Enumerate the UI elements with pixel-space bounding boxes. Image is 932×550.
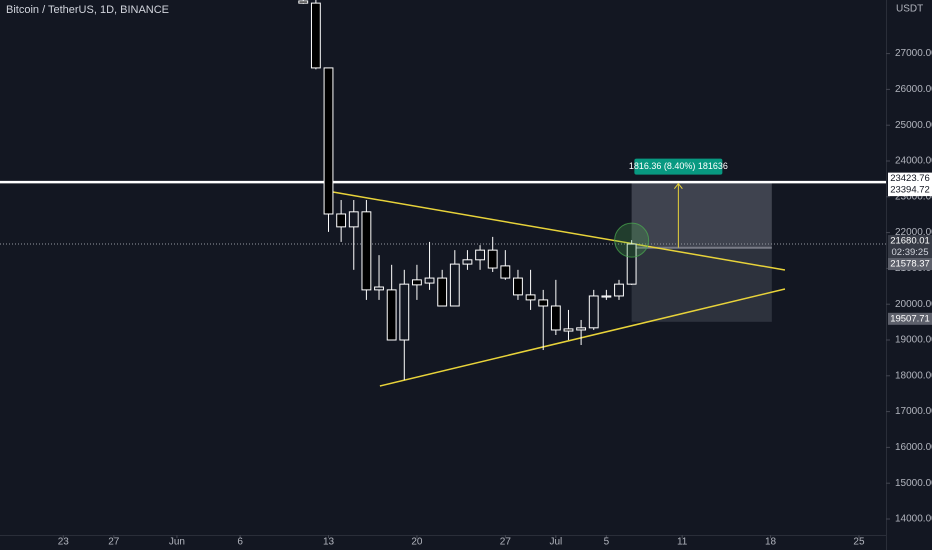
candle-body [399,283,410,341]
candle-body [538,299,549,307]
y-tick-label: 27000.00 [895,48,932,59]
price-label: 02:39:25 [892,247,929,258]
position-arrowhead [673,182,683,189]
position-stop-zone [631,247,772,322]
trendline [379,288,786,387]
y-tick-label: 19000.00 [895,335,932,346]
y-tick-label: 24000.00 [895,156,932,167]
y-tick-label: 15000.00 [895,478,932,489]
candle-body [310,2,321,69]
price-label-box [888,172,932,185]
x-tick-label: Jul [549,537,562,548]
candle-body [588,295,599,329]
candle-body [323,67,334,215]
price-label-box [888,235,932,248]
price-label-box [888,258,932,271]
candle-body [550,305,561,331]
x-tick-label: 11 [677,537,688,548]
x-tick-label: 18 [765,537,777,548]
price-unit: USDT [896,4,923,15]
y-tick-label: 18000.00 [895,370,932,381]
candle-body [348,211,359,228]
candle-body [576,327,587,331]
candle-body [513,277,523,296]
position-label-box [634,158,723,175]
candle-body [336,213,347,228]
y-tick-label: 17000.00 [895,406,932,417]
candle-body [462,259,473,265]
x-tick-label: 6 [237,537,243,548]
position-label: 1816.36 (8.40%) 181636 [629,161,728,171]
price-label: 21578.37 [890,259,930,270]
x-tick-label: 25 [853,537,865,548]
y-tick-label: 25000.00 [895,120,932,131]
price-label-box [888,184,932,197]
candle-body [563,328,574,332]
x-tick-label: 13 [323,537,335,548]
candle-body [601,295,612,298]
candle-body [437,277,448,307]
x-tick-label: 27 [500,537,512,548]
chart-title: Bitcoin / TetherUS, 1D, BINANCE [6,4,169,16]
candle-body [449,263,460,307]
candle-body [626,243,637,285]
price-label-box [888,312,932,325]
candle-body [487,249,498,269]
candle-body [386,289,397,341]
candle-body [614,283,624,297]
y-tick-label: 20000.00 [895,299,932,310]
price-label: 21680.01 [890,236,930,247]
x-tick-label: 23 [58,537,70,548]
x-tick-label: Jun [169,537,185,548]
y-tick-label: 26000.00 [895,84,932,95]
price-label: 23423.76 [890,173,930,184]
price-label: 19507.71 [890,313,930,324]
trendline [332,191,786,271]
x-tick-label: 27 [108,537,120,548]
candle-body [525,294,536,301]
y-tick-label: 16000.00 [895,442,932,453]
price-label: 23394.72 [890,185,930,196]
candle-body [374,286,384,291]
candle-body [411,279,422,286]
x-tick-label: 20 [411,537,423,548]
candle-body [298,0,309,4]
y-tick-label: 23000.00 [895,191,932,202]
candle-body [424,277,435,284]
candle-body [361,211,372,291]
y-tick-label: 14000.00 [895,514,932,525]
candle-body [475,249,485,261]
x-tick-label: 5 [604,537,610,548]
highlight-circle [614,222,650,258]
candle-body [500,265,511,279]
position-profit-zone [631,182,772,248]
price-label-box [888,246,932,259]
y-tick-label: 22000.00 [895,227,932,238]
